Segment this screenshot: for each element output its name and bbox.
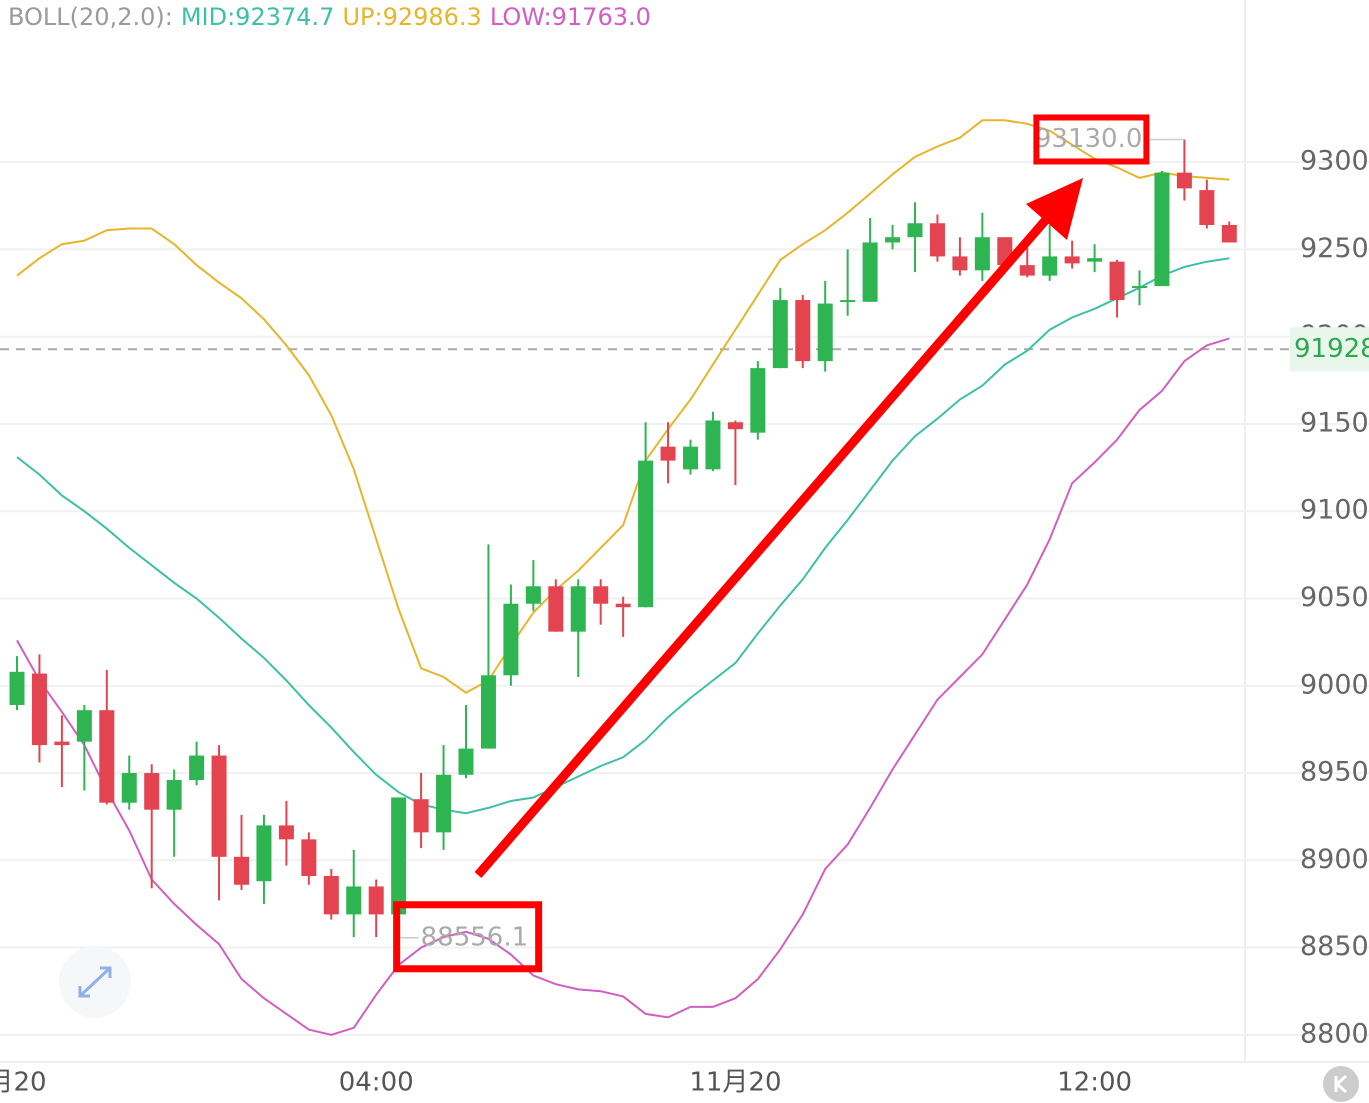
candle-body	[234, 856, 249, 885]
y-tick-label: 90500	[1300, 582, 1369, 613]
y-tick-label: 92500	[1300, 233, 1369, 264]
y-tick-label: 89000	[1300, 844, 1369, 875]
candle-body	[458, 748, 474, 775]
candle-body	[1087, 258, 1103, 262]
red-arrow	[474, 178, 1083, 878]
band-line	[16, 119, 1230, 694]
candle-body	[391, 797, 407, 915]
y-tick-label: 91500	[1300, 407, 1369, 438]
candle-body	[1176, 172, 1192, 189]
candle-body	[817, 303, 833, 362]
candle-body	[1199, 190, 1215, 226]
bands	[16, 119, 1230, 1036]
candle-body	[952, 256, 968, 271]
arrow-head	[1026, 178, 1083, 240]
candle-body	[99, 710, 115, 803]
candle-body	[885, 237, 901, 243]
y-tick-label: 93000	[1300, 146, 1369, 177]
band-line	[16, 337, 1230, 1036]
last-price-box	[1290, 327, 1369, 372]
min-highlight	[393, 901, 543, 973]
candle-body	[615, 603, 631, 608]
y-tick-label: 90000	[1300, 669, 1369, 700]
candle-body	[211, 755, 227, 857]
min-label: 88556.1	[421, 922, 529, 952]
candle-body	[705, 420, 721, 470]
candle-body	[413, 799, 429, 833]
candle-body	[436, 774, 452, 833]
x-tick-label: 月20	[0, 1068, 47, 1098]
candle-body	[772, 300, 788, 369]
candle-body	[570, 586, 586, 632]
candle-body	[638, 460, 654, 608]
candle-body	[1109, 261, 1125, 301]
candle-body	[593, 586, 609, 604]
max-label: 93130.0	[1035, 124, 1143, 154]
candle-body	[166, 780, 182, 810]
candle-body	[31, 673, 47, 746]
legend: BOLL(20,2.0): MID:92374.7 UP:92986.3 LOW:91…	[8, 3, 651, 31]
legend-entry: MID:92374.7	[181, 3, 335, 31]
y-tick-label: 91000	[1300, 495, 1369, 526]
candle-body	[54, 741, 70, 746]
k-bg[interactable]	[1323, 1066, 1359, 1102]
candle-body	[525, 586, 541, 604]
last-price-label: 91928	[1294, 334, 1369, 364]
candle-body	[503, 603, 519, 676]
candle-body	[1154, 172, 1170, 287]
x-tick-label: 04:00	[339, 1068, 414, 1098]
candle-body	[727, 422, 743, 430]
candle-body	[862, 242, 878, 302]
candle-body	[548, 586, 564, 632]
annotations: 91928 93130.0 88556.1	[393, 114, 1369, 973]
k-icon[interactable]	[1334, 1074, 1347, 1094]
y-tick-label: 88000	[1300, 1018, 1369, 1049]
candle-body	[189, 755, 205, 781]
legend-entry: LOW:91763.0	[490, 3, 651, 31]
candle-body	[1064, 256, 1080, 264]
band-line	[16, 257, 1230, 815]
legend-title: BOLL(20,2.0):	[8, 3, 173, 31]
candle-body	[9, 671, 25, 705]
candle-body	[929, 223, 945, 257]
arrow-shaft	[474, 212, 1054, 878]
candle-body	[683, 446, 698, 470]
candle-body	[660, 446, 676, 461]
y-tick-label: 88500	[1300, 931, 1369, 962]
candle-body	[480, 675, 496, 749]
candle-body	[301, 839, 317, 876]
candle-body	[840, 300, 856, 303]
candle-body	[907, 223, 923, 238]
x-tick-label: 11月20	[689, 1068, 781, 1098]
candle-body	[1042, 256, 1058, 276]
candle-body	[144, 773, 160, 810]
legend-entry: UP:92986.3	[342, 3, 481, 31]
x-tick-label: 12:00	[1057, 1068, 1132, 1098]
candle-body	[278, 825, 294, 840]
candle-body	[346, 886, 362, 915]
candle-body	[1221, 225, 1237, 243]
grid: 88000 88500 89000 89500 90000 90500 91000 91500…	[0, 146, 1369, 1098]
k-button[interactable]	[1323, 1066, 1359, 1102]
candle-body	[256, 825, 272, 882]
candles	[9, 139, 1237, 938]
candle-body	[368, 886, 384, 915]
candle-body	[1019, 265, 1035, 276]
candle-body	[76, 710, 92, 742]
candle-body	[974, 237, 990, 271]
candle-body	[795, 300, 811, 362]
candle-body	[121, 773, 137, 803]
candle-body	[323, 875, 339, 915]
y-tick-label: 89500	[1300, 757, 1369, 788]
candle-body	[750, 368, 766, 433]
expand-icon[interactable]	[78, 966, 112, 998]
expand-button[interactable]	[59, 946, 131, 1018]
candle-body	[1132, 286, 1147, 289]
max-highlight	[1033, 114, 1150, 165]
